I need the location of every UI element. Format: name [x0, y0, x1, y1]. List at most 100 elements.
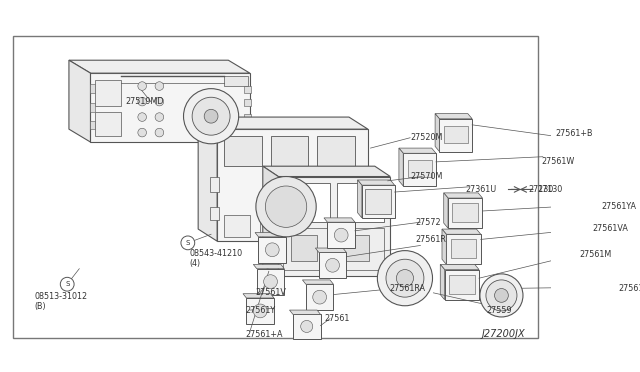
Circle shape — [313, 290, 326, 304]
Polygon shape — [435, 113, 440, 151]
Bar — [343, 235, 369, 261]
Circle shape — [486, 280, 517, 311]
Polygon shape — [444, 193, 483, 198]
Polygon shape — [440, 264, 445, 300]
Text: 27561T: 27561T — [619, 284, 640, 293]
Text: 27561VA: 27561VA — [593, 224, 628, 233]
Text: 27559: 27559 — [487, 305, 513, 315]
Text: 27561: 27561 — [324, 314, 349, 323]
Bar — [296, 215, 322, 237]
Text: 27520M: 27520M — [410, 133, 442, 142]
Bar — [224, 76, 248, 86]
Bar — [244, 115, 251, 121]
Circle shape — [155, 113, 164, 121]
Circle shape — [495, 289, 508, 302]
Polygon shape — [243, 294, 274, 298]
Text: 08513-31012
(B): 08513-31012 (B) — [35, 292, 88, 311]
Polygon shape — [90, 84, 95, 93]
Text: 27561M: 27561M — [579, 250, 611, 259]
Bar — [210, 207, 219, 219]
Circle shape — [138, 113, 147, 121]
Bar — [452, 203, 478, 222]
Bar — [337, 183, 384, 222]
Circle shape — [378, 251, 433, 306]
Polygon shape — [316, 248, 346, 252]
Polygon shape — [442, 229, 481, 234]
Polygon shape — [278, 177, 390, 276]
Text: 27561V: 27561V — [255, 288, 286, 297]
Circle shape — [480, 274, 523, 317]
Polygon shape — [198, 117, 217, 241]
Polygon shape — [263, 166, 278, 276]
Bar — [257, 269, 284, 295]
Circle shape — [155, 82, 164, 90]
Bar — [448, 198, 483, 228]
Bar — [440, 119, 472, 151]
Text: 27561+B: 27561+B — [556, 129, 593, 138]
Bar — [224, 215, 250, 237]
Polygon shape — [324, 218, 355, 222]
Circle shape — [256, 177, 316, 237]
Bar — [328, 222, 355, 248]
Circle shape — [334, 228, 348, 242]
Text: 27561RA: 27561RA — [389, 284, 426, 293]
Bar — [259, 237, 286, 263]
Circle shape — [184, 89, 239, 144]
Polygon shape — [69, 60, 250, 73]
Bar — [444, 126, 468, 143]
Polygon shape — [358, 180, 395, 185]
Text: 27561+A: 27561+A — [246, 330, 283, 339]
Text: J27200JX: J27200JX — [482, 329, 525, 339]
Bar — [366, 177, 375, 192]
Polygon shape — [399, 148, 403, 186]
Circle shape — [204, 109, 218, 123]
Circle shape — [326, 259, 339, 272]
Bar — [260, 215, 286, 237]
Text: 27561YA: 27561YA — [602, 202, 636, 211]
Text: 27519MD: 27519MD — [125, 97, 163, 106]
Text: 27572: 27572 — [415, 218, 441, 227]
Polygon shape — [289, 310, 321, 314]
Bar — [446, 234, 481, 264]
Polygon shape — [255, 232, 286, 237]
Polygon shape — [90, 103, 95, 112]
Polygon shape — [435, 113, 472, 119]
Bar — [244, 86, 251, 93]
Polygon shape — [399, 148, 436, 153]
Circle shape — [155, 128, 164, 137]
Polygon shape — [90, 73, 250, 142]
Bar — [403, 153, 436, 186]
Bar — [451, 240, 476, 259]
Bar — [246, 298, 274, 324]
Circle shape — [264, 275, 277, 289]
Polygon shape — [442, 229, 446, 264]
Bar — [244, 99, 251, 106]
Text: S: S — [186, 240, 190, 246]
Text: 27561Y: 27561Y — [246, 305, 276, 315]
Text: 27130: 27130 — [538, 185, 563, 194]
Circle shape — [301, 320, 313, 333]
Polygon shape — [253, 264, 284, 269]
Polygon shape — [198, 117, 368, 129]
Bar — [365, 189, 391, 214]
Text: S: S — [65, 281, 69, 287]
Bar — [319, 252, 346, 278]
Bar — [293, 314, 321, 339]
Circle shape — [192, 97, 230, 135]
Circle shape — [386, 259, 424, 297]
Circle shape — [253, 304, 267, 318]
Circle shape — [155, 97, 164, 106]
Polygon shape — [358, 180, 362, 218]
Bar — [210, 177, 219, 192]
Text: 08543-41210
(4): 08543-41210 (4) — [189, 248, 243, 268]
Polygon shape — [440, 264, 479, 270]
Bar — [333, 215, 358, 237]
Circle shape — [138, 128, 147, 137]
Circle shape — [138, 82, 147, 90]
Bar — [449, 275, 475, 294]
Polygon shape — [69, 60, 90, 142]
Polygon shape — [90, 121, 95, 129]
Bar — [362, 185, 395, 218]
Bar — [95, 80, 120, 106]
Bar — [306, 284, 333, 310]
